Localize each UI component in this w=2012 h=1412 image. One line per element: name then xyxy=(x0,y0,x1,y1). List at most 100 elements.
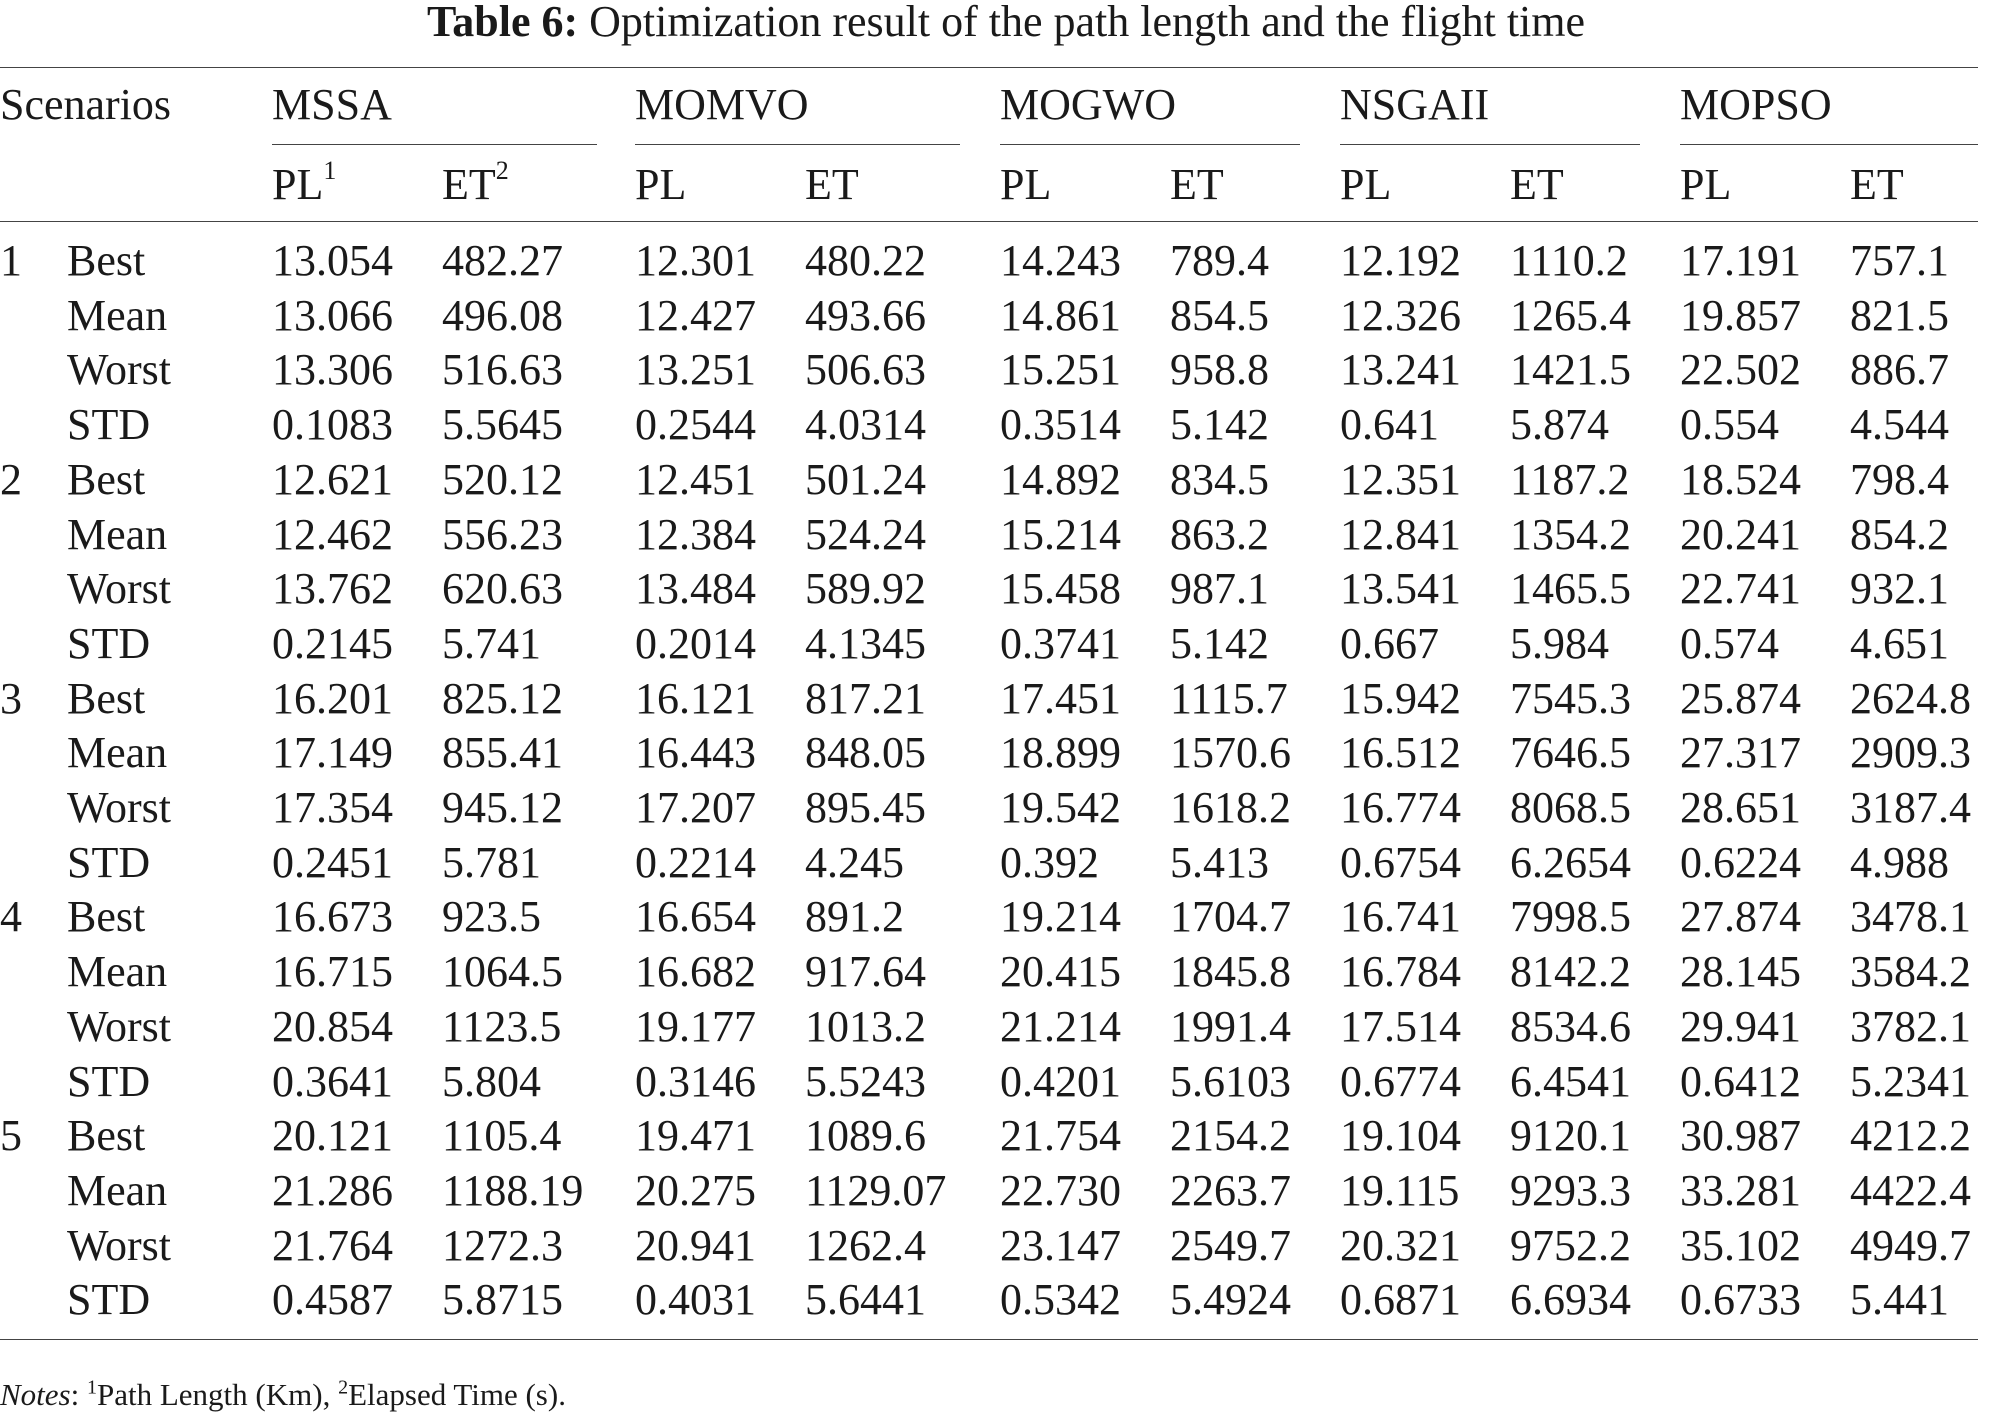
table-cell-pl: 12.427 xyxy=(635,291,756,340)
algorithm-group-rule xyxy=(1680,144,1978,145)
table-cell-pl: 13.251 xyxy=(635,345,756,394)
subheader-pl-text: PL xyxy=(272,160,324,209)
table-cell-et: 891.2 xyxy=(805,892,904,941)
table-caption-label: Table 6: xyxy=(426,0,579,46)
table-cell-et: 1115.7 xyxy=(1170,674,1288,723)
table-caption-text: Optimization result of the path length a… xyxy=(589,0,1586,46)
statistic-label: Best xyxy=(67,1111,146,1160)
table-cell-et: 5.8715 xyxy=(442,1275,563,1324)
subheader-pl-text: PL xyxy=(1340,160,1392,209)
table-cell-et: 817.21 xyxy=(805,674,926,723)
table-cell-et: 1421.5 xyxy=(1510,345,1631,394)
table-cell-pl: 19.115 xyxy=(1340,1166,1460,1215)
table-cell-et: 757.1 xyxy=(1850,236,1949,285)
scenario-number: 5 xyxy=(0,1111,22,1160)
table-cell-et: 1123.5 xyxy=(442,1002,562,1051)
table-cell-pl: 33.281 xyxy=(1680,1166,1801,1215)
table-cell-et: 1272.3 xyxy=(442,1221,563,1270)
table-cell-et: 5.413 xyxy=(1170,838,1269,887)
table-cell-et: 8142.2 xyxy=(1510,947,1631,996)
table-cell-et: 9752.2 xyxy=(1510,1221,1631,1270)
table-cell-et: 524.24 xyxy=(805,510,926,559)
table-cell-pl: 21.286 xyxy=(272,1166,393,1215)
table-cell-pl: 20.854 xyxy=(272,1002,393,1051)
table-cell-pl: 20.241 xyxy=(1680,510,1801,559)
table-cell-pl: 15.214 xyxy=(1000,510,1121,559)
notes-mark-2: 2 xyxy=(338,1376,349,1399)
table-cell-pl: 0.6871 xyxy=(1340,1275,1461,1324)
table-cell-pl: 0.392 xyxy=(1000,838,1099,887)
table-cell-pl: 0.3514 xyxy=(1000,400,1121,449)
statistic-label: STD xyxy=(67,1275,151,1324)
table-cell-pl: 16.121 xyxy=(635,674,756,723)
table-cell-et: 917.64 xyxy=(805,947,926,996)
table-cell-et: 848.05 xyxy=(805,728,926,777)
table-cell-pl: 16.673 xyxy=(272,892,393,941)
table-cell-et: 4212.2 xyxy=(1850,1111,1971,1160)
table-cell-et: 987.1 xyxy=(1170,564,1269,613)
table-cell-et: 482.27 xyxy=(442,236,563,285)
subheader-pl: PL xyxy=(1340,158,1391,212)
notes-text-2: Elapsed Time (s). xyxy=(348,1377,566,1412)
table-cell-et: 6.6934 xyxy=(1510,1275,1631,1324)
table-cell-et: 501.24 xyxy=(805,455,926,504)
table-cell-pl: 28.651 xyxy=(1680,783,1801,832)
table-cell-et: 480.22 xyxy=(805,236,926,285)
table-cell-et: 5.5645 xyxy=(442,400,563,449)
statistic-label: Best xyxy=(67,892,146,941)
table-cell-pl: 13.762 xyxy=(272,564,393,613)
statistic-label: Best xyxy=(67,674,146,723)
table-cell-et: 958.8 xyxy=(1170,345,1269,394)
table-cell-et: 589.92 xyxy=(805,564,926,613)
table-cell-et: 1845.8 xyxy=(1170,947,1291,996)
table-cell-et: 1110.2 xyxy=(1510,236,1628,285)
table-cell-pl: 14.892 xyxy=(1000,455,1121,504)
statistic-label: Worst xyxy=(67,564,172,613)
subheader-et-text: ET xyxy=(442,160,496,209)
table-cell-pl: 0.6412 xyxy=(1680,1057,1801,1106)
table-cell-et: 2154.2 xyxy=(1170,1111,1291,1160)
subheader-pl: PL xyxy=(635,158,686,212)
table-cell-et: 1704.7 xyxy=(1170,892,1291,941)
table-cell-et: 4.1345 xyxy=(805,619,926,668)
table-cell-et: 5.6441 xyxy=(805,1275,926,1324)
table-top-rule xyxy=(0,67,1978,68)
table-cell-pl: 14.861 xyxy=(1000,291,1121,340)
table-cell-pl: 20.121 xyxy=(272,1111,393,1160)
table-cell-et: 789.4 xyxy=(1170,236,1269,285)
table-cell-et: 923.5 xyxy=(442,892,541,941)
table-cell-pl: 0.1083 xyxy=(272,400,393,449)
table-cell-et: 4.988 xyxy=(1850,838,1949,887)
statistic-label: Worst xyxy=(67,1002,172,1051)
table-cell-pl: 12.326 xyxy=(1340,291,1461,340)
table-cell-et: 506.63 xyxy=(805,345,926,394)
table-cell-et: 3584.2 xyxy=(1850,947,1971,996)
statistic-label: Worst xyxy=(67,1221,172,1270)
scenario-number: 2 xyxy=(0,455,22,504)
table-cell-et: 6.2654 xyxy=(1510,838,1631,887)
table-cell-et: 4.651 xyxy=(1850,619,1949,668)
table-cell-pl: 17.149 xyxy=(272,728,393,777)
subheader-pl-text: PL xyxy=(1680,160,1732,209)
table-cell-pl: 0.6224 xyxy=(1680,838,1801,887)
statistic-label: Mean xyxy=(67,728,168,777)
table-cell-pl: 0.3741 xyxy=(1000,619,1121,668)
statistic-label: Best xyxy=(67,455,146,504)
algorithm-group-rule xyxy=(272,144,597,145)
table-cell-et: 4.544 xyxy=(1850,400,1949,449)
table-cell-et: 1089.6 xyxy=(805,1111,926,1160)
table-cell-et: 2549.7 xyxy=(1170,1221,1291,1270)
table-cell-pl: 19.214 xyxy=(1000,892,1121,941)
table-cell-pl: 0.4031 xyxy=(635,1275,756,1324)
table-cell-pl: 22.730 xyxy=(1000,1166,1121,1215)
table-cell-pl: 19.104 xyxy=(1340,1111,1461,1160)
table-cell-et: 1013.2 xyxy=(805,1002,926,1051)
table-cell-et: 3782.1 xyxy=(1850,1002,1971,1051)
table-cell-et: 5.874 xyxy=(1510,400,1609,449)
table-cell-et: 5.441 xyxy=(1850,1275,1949,1324)
table-cell-et: 2624.8 xyxy=(1850,674,1971,723)
table-cell-pl: 19.857 xyxy=(1680,291,1801,340)
algorithm-header-mssa: MSSA xyxy=(272,80,392,129)
subheader-et: ET xyxy=(1170,158,1224,212)
table-cell-pl: 20.275 xyxy=(635,1166,756,1215)
